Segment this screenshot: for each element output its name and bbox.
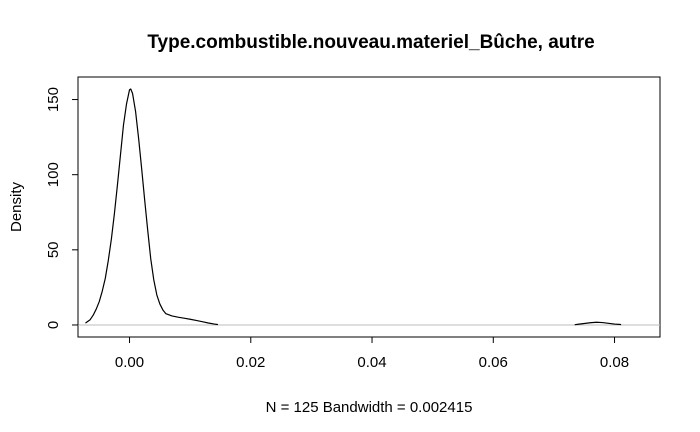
x-tick-label: 0.08 [600, 354, 629, 371]
y-tick-label: 0 [45, 321, 62, 329]
x-axis: 0.00 0.02 0.04 0.06 0.08 [115, 336, 629, 371]
x-axis-label: N = 125 Bandwidth = 0.002415 [266, 399, 473, 416]
x-tick-label: 0.04 [357, 354, 386, 371]
y-axis: 0 50 100 150 [45, 87, 79, 329]
x-tick-label: 0.00 [115, 354, 144, 371]
y-tick-label: 50 [45, 241, 62, 258]
y-axis-label: Density [8, 181, 25, 232]
y-tick-label: 150 [45, 87, 62, 112]
density-curve-segment [85, 88, 219, 326]
chart-title: Type.combustible.nouveau.materiel_Bûche,… [147, 32, 594, 53]
density-curve-segment [574, 321, 622, 326]
x-tick-label: 0.02 [236, 354, 265, 371]
x-tick-label: 0.06 [479, 354, 508, 371]
plot-area-frame [77, 76, 661, 338]
y-tick-label: 100 [45, 162, 62, 187]
density-curves [85, 88, 622, 326]
